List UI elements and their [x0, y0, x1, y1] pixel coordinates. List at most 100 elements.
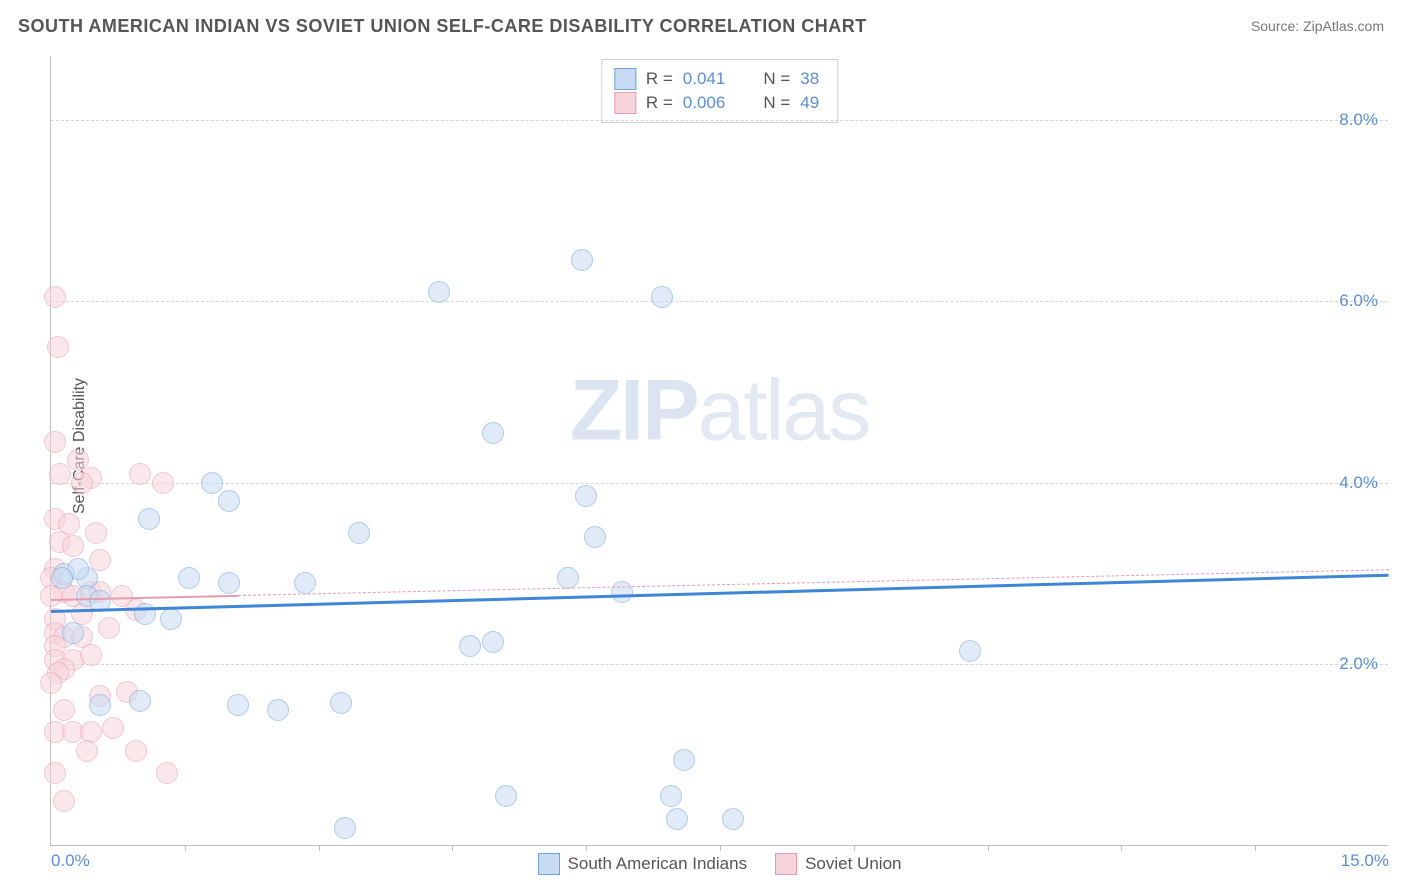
data-point-series-a — [459, 635, 481, 657]
legend-series-box: South American Indians Soviet Union — [538, 853, 902, 875]
data-point-series-b — [53, 699, 75, 721]
n-value-series-b: 49 — [800, 93, 819, 113]
data-point-series-b — [62, 535, 84, 557]
data-point-series-a — [428, 281, 450, 303]
gridline-h — [51, 664, 1388, 665]
legend-correlation-box: R = 0.041 N = 38 R = 0.006 N = 49 — [601, 59, 838, 123]
x-tick-label: 0.0% — [51, 851, 90, 871]
watermark-bold: ZIP — [570, 363, 698, 459]
legend-row-series-a: R = 0.041 N = 38 — [614, 68, 819, 90]
swatch-series-b — [614, 92, 636, 114]
source-link[interactable]: ZipAtlas.com — [1303, 18, 1384, 34]
gridline-h — [51, 301, 1388, 302]
swatch-series-b — [775, 853, 797, 875]
data-point-series-b — [47, 336, 69, 358]
data-point-series-a — [575, 485, 597, 507]
y-tick-label: 2.0% — [1339, 654, 1378, 674]
x-tick-label: 15.0% — [1341, 851, 1389, 871]
data-point-series-a — [571, 249, 593, 271]
data-point-series-a — [51, 567, 73, 589]
data-point-series-a — [611, 581, 633, 603]
r-value-series-b: 0.006 — [683, 93, 726, 113]
data-point-series-a — [495, 785, 517, 807]
legend-label-series-b: Soviet Union — [805, 854, 901, 874]
r-label: R = — [646, 93, 673, 113]
x-tick-mark — [185, 845, 186, 851]
n-label: N = — [763, 93, 790, 113]
n-value-series-a: 38 — [800, 69, 819, 89]
data-point-series-b — [44, 431, 66, 453]
y-tick-label: 4.0% — [1339, 473, 1378, 493]
source-attribution: Source: ZipAtlas.com — [1251, 18, 1384, 34]
data-point-series-a — [666, 808, 688, 830]
x-tick-mark — [720, 845, 721, 851]
r-value-series-a: 0.041 — [683, 69, 726, 89]
data-point-series-b — [102, 717, 124, 739]
legend-label-series-a: South American Indians — [568, 854, 748, 874]
watermark-rest: atlas — [698, 363, 870, 459]
data-point-series-a — [584, 526, 606, 548]
data-point-series-b — [40, 672, 62, 694]
y-tick-label: 8.0% — [1339, 110, 1378, 130]
x-tick-mark — [586, 845, 587, 851]
data-point-series-a — [267, 699, 289, 721]
swatch-series-a — [538, 853, 560, 875]
x-tick-mark — [452, 845, 453, 851]
data-point-series-b — [89, 549, 111, 571]
data-point-series-a — [138, 508, 160, 530]
data-point-series-b — [58, 513, 80, 535]
x-tick-mark — [988, 845, 989, 851]
data-point-series-a — [557, 567, 579, 589]
data-point-series-b — [44, 762, 66, 784]
data-point-series-b — [44, 286, 66, 308]
data-point-series-b — [76, 740, 98, 762]
gridline-h — [51, 483, 1388, 484]
data-point-series-a — [722, 808, 744, 830]
legend-item-series-b: Soviet Union — [775, 853, 901, 875]
data-point-series-b — [71, 472, 93, 494]
data-point-series-b — [129, 463, 151, 485]
data-point-series-a — [959, 640, 981, 662]
data-point-series-a — [178, 567, 200, 589]
legend-row-series-b: R = 0.006 N = 49 — [614, 92, 819, 114]
x-tick-mark — [854, 845, 855, 851]
data-point-series-a — [129, 690, 151, 712]
data-point-series-b — [125, 740, 147, 762]
data-point-series-a — [294, 572, 316, 594]
data-point-series-a — [651, 286, 673, 308]
data-point-series-b — [152, 472, 174, 494]
data-point-series-b — [80, 644, 102, 666]
data-point-series-a — [673, 749, 695, 771]
data-point-series-a — [62, 622, 84, 644]
data-point-series-a — [334, 817, 356, 839]
y-tick-label: 6.0% — [1339, 291, 1378, 311]
data-point-series-a — [348, 522, 370, 544]
x-tick-mark — [319, 845, 320, 851]
data-point-series-a — [227, 694, 249, 716]
data-point-series-b — [49, 463, 71, 485]
source-prefix: Source: — [1251, 18, 1303, 34]
data-point-series-a — [160, 608, 182, 630]
data-point-series-a — [218, 490, 240, 512]
data-point-series-a — [660, 785, 682, 807]
x-tick-mark — [1121, 845, 1122, 851]
data-point-series-b — [156, 762, 178, 784]
data-point-series-a — [482, 631, 504, 653]
data-point-series-a — [218, 572, 240, 594]
chart-title: SOUTH AMERICAN INDIAN VS SOVIET UNION SE… — [18, 16, 867, 37]
data-point-series-a — [330, 692, 352, 714]
legend-item-series-a: South American Indians — [538, 853, 748, 875]
data-point-series-b — [98, 617, 120, 639]
trend-line-series-a — [51, 574, 1389, 613]
data-point-series-a — [201, 472, 223, 494]
data-point-series-a — [89, 694, 111, 716]
gridline-h — [51, 120, 1388, 121]
watermark: ZIPatlas — [570, 362, 869, 461]
r-label: R = — [646, 69, 673, 89]
data-point-series-a — [482, 422, 504, 444]
n-label: N = — [763, 69, 790, 89]
data-point-series-b — [53, 790, 75, 812]
swatch-series-a — [614, 68, 636, 90]
data-point-series-b — [85, 522, 107, 544]
x-tick-mark — [1255, 845, 1256, 851]
